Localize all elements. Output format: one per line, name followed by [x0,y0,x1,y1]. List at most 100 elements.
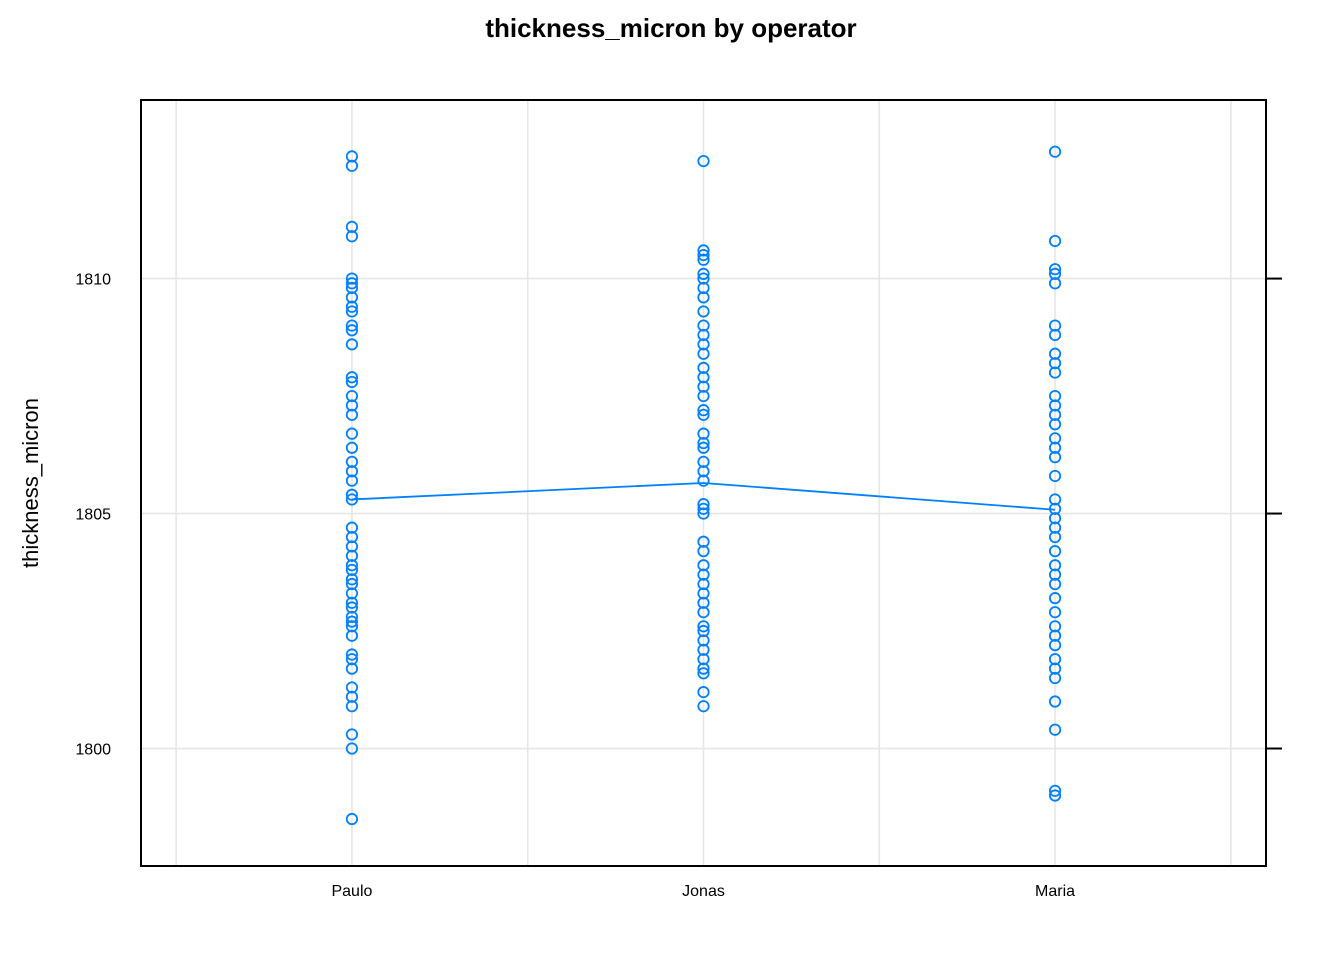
data-point [1048,577,1062,591]
data-point [697,667,710,680]
data-point [345,700,359,713]
data-point [1048,441,1062,454]
data-point [345,159,359,172]
data-point [697,606,710,619]
data-point [1048,662,1062,675]
data-point [345,812,359,826]
data-point [1048,408,1062,421]
data-point [697,662,710,675]
data-point [697,371,710,384]
data-point [345,281,359,295]
data-point [1048,493,1062,506]
data-point [697,700,710,713]
data-point [697,559,710,572]
data-point [1048,789,1062,802]
data-point [345,662,359,675]
data-point [697,272,710,285]
data-point [345,272,359,285]
mean-line [351,482,1056,511]
data-point [1048,319,1062,332]
data-point [697,253,710,266]
data-point [1048,263,1062,276]
data-point [697,686,710,699]
data-point [697,328,710,342]
data-point [345,559,359,572]
data-point [697,643,710,656]
data-point [697,436,710,450]
data-point [1048,620,1062,633]
data-point [345,653,359,666]
x-tick-label: Jonas [682,883,725,900]
data-point [1048,530,1062,544]
x-axis-tick-labels: Paulo Jonas Maria [331,883,1075,900]
data-point [697,427,710,440]
data-point [1048,469,1062,483]
data-point [345,521,359,534]
data-point [1048,723,1062,736]
data-point [1048,347,1062,360]
data-point [1048,521,1062,534]
data-point [697,441,710,454]
data-point [345,742,359,755]
y-axis-ticks: 1800 1805 1810 [75,272,1282,759]
data-point [1048,568,1062,581]
data-point [697,319,710,332]
data-point [697,587,710,600]
y-tick-label: 1810 [75,272,111,289]
data-point [345,615,359,628]
data-point [345,277,359,290]
data-point [345,371,359,384]
data-point [697,545,710,558]
plot-frame [140,99,1267,867]
data-point [697,568,710,581]
data-point [697,291,710,304]
data-point [345,573,359,586]
data-point [697,507,710,520]
data-point [697,347,710,360]
data-point [697,361,710,374]
data-point [697,535,710,548]
data-point [345,324,359,337]
data-points [345,145,1062,826]
data-point [345,465,359,478]
data-point [345,455,359,468]
data-point [345,408,359,421]
data-point [345,690,359,703]
data-point [1048,629,1062,642]
data-point [697,624,710,638]
data-point [1048,145,1062,158]
data-point [345,441,359,454]
data-point [345,549,359,562]
data-point [345,300,359,313]
data-point [345,220,359,233]
data-point [1048,559,1062,572]
data-point [345,150,359,163]
y-tick-label: 1800 [75,742,111,759]
data-point [1048,545,1062,558]
data-point [345,587,359,600]
data-point [1048,277,1062,290]
data-point [345,305,359,318]
data-point [1048,653,1062,666]
data-point [1048,267,1062,280]
data-point [1048,606,1062,619]
x-tick-label: Maria [1035,883,1075,900]
data-point [345,540,359,553]
data-point [345,648,359,661]
data-point [697,577,710,591]
data-point [345,601,359,614]
data-point [1048,784,1062,797]
data-point [345,681,359,694]
data-point [345,577,359,591]
data-point [1048,389,1062,403]
data-point [345,488,359,501]
data-point [697,248,710,262]
data-point [697,389,710,403]
data-point [345,319,359,332]
data-point [1048,328,1062,342]
data-point [345,474,359,487]
data-point [697,281,710,295]
data-point [697,267,710,280]
data-point [697,596,710,609]
